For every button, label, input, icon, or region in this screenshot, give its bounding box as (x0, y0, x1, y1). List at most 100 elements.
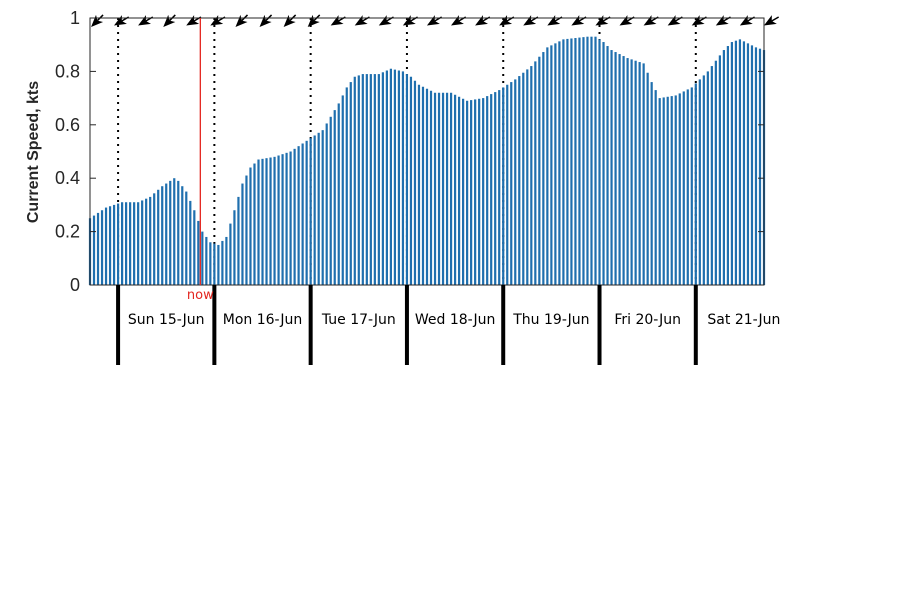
direction-arrow (235, 14, 249, 27)
speed-bar (738, 39, 742, 285)
bars-layer (88, 36, 766, 286)
y-axis-label: Current Speed, kts (25, 81, 42, 223)
speed-bar (253, 163, 256, 285)
speed-bar (133, 202, 136, 285)
direction-arrow (451, 15, 467, 26)
speed-bar (285, 152, 288, 285)
direction-arrow (715, 15, 731, 26)
direction-arrow (307, 14, 321, 27)
speed-bar (538, 56, 541, 285)
direction-arrow (667, 15, 683, 26)
speed-bar (550, 45, 553, 286)
speed-bar (108, 206, 112, 285)
speed-bar (514, 79, 517, 285)
speed-bar (494, 92, 497, 285)
speed-bar (389, 68, 392, 285)
day-axis: Sun 15-Jun Mon 16-Jun Tue 17-Jun Wed 18-Jun… (116, 285, 780, 365)
y-ticks: 0 0.2 0.4 0.6 0.8 1 (55, 8, 764, 295)
speed-bar (706, 71, 709, 286)
speed-bar (558, 41, 561, 285)
speed-bar (149, 196, 152, 285)
speed-bar (217, 244, 220, 285)
y-tick-label: 0.8 (55, 61, 80, 81)
speed-bar (120, 202, 124, 285)
speed-bar (177, 180, 180, 285)
speed-bar (125, 202, 128, 285)
direction-arrow (643, 15, 659, 26)
speed-bar (257, 159, 260, 285)
speed-bar (530, 66, 533, 285)
speed-bar (137, 202, 140, 285)
direction-arrow (523, 15, 539, 26)
now-label: now (187, 288, 214, 303)
speed-bar (165, 183, 168, 285)
speed-bar (313, 135, 316, 285)
speed-bar (634, 60, 637, 285)
speed-bar (301, 143, 304, 285)
speed-bar (153, 193, 156, 285)
speed-bar (157, 189, 160, 285)
speed-bar (393, 69, 397, 286)
now-marker: now (187, 18, 214, 303)
speed-bar (670, 96, 673, 285)
speed-bar (169, 180, 172, 285)
speed-bar (590, 36, 593, 285)
speed-bar (357, 75, 360, 285)
day-label: Mon 16-Jun (223, 312, 303, 328)
speed-bar (413, 80, 417, 285)
speed-bar (141, 200, 144, 285)
speed-bar (658, 98, 661, 285)
speed-bar (474, 99, 477, 285)
speed-bar (462, 98, 465, 286)
speed-bar (586, 36, 589, 285)
direction-arrow (330, 15, 346, 26)
direction-arrow (499, 15, 515, 26)
speed-bar (626, 58, 629, 285)
speed-bar (361, 74, 364, 285)
speed-bar (213, 243, 216, 285)
day-label: Wed 18-Jun (415, 312, 496, 328)
speed-bar (470, 100, 473, 285)
speed-bar (345, 87, 348, 285)
speed-bar (638, 62, 641, 286)
speed-bar (321, 130, 324, 285)
speed-bar (570, 38, 573, 285)
speed-bar (405, 74, 409, 285)
direction-arrow (163, 14, 176, 27)
speed-bar (750, 45, 754, 286)
speed-bar (478, 98, 481, 286)
speed-bar (429, 90, 433, 285)
direction-arrows (91, 14, 780, 27)
speed-bar (642, 63, 645, 285)
speed-bar (333, 110, 336, 285)
speed-bar (678, 93, 681, 286)
speed-bar (409, 76, 413, 286)
speed-bar (305, 140, 308, 285)
day-label: Fri 20-Jun (614, 312, 681, 328)
speed-bar (173, 178, 176, 285)
axes-layer (89, 17, 765, 286)
y-tick-label: 0.2 (55, 222, 80, 242)
speed-bar (654, 90, 657, 285)
speed-bar (189, 200, 192, 285)
speed-bar (369, 74, 372, 285)
y-tick-label: 0 (70, 275, 80, 295)
speed-bar (449, 92, 453, 285)
speed-bar (129, 202, 132, 285)
speed-bar (542, 52, 545, 285)
y-tick-label: 0.4 (55, 168, 80, 188)
speed-bar (401, 71, 405, 286)
speed-bar (297, 146, 300, 285)
speed-bar (373, 74, 376, 285)
speed-bar (746, 43, 750, 285)
speed-bar (281, 154, 284, 285)
direction-arrow (739, 15, 755, 26)
speed-bar (546, 47, 549, 286)
speed-bar (666, 96, 669, 286)
speed-bar (566, 38, 569, 285)
speed-bar (233, 210, 236, 285)
speed-bar (682, 91, 685, 286)
speed-bar (722, 50, 725, 285)
speed-bar (325, 123, 328, 285)
direction-arrow (210, 15, 226, 26)
